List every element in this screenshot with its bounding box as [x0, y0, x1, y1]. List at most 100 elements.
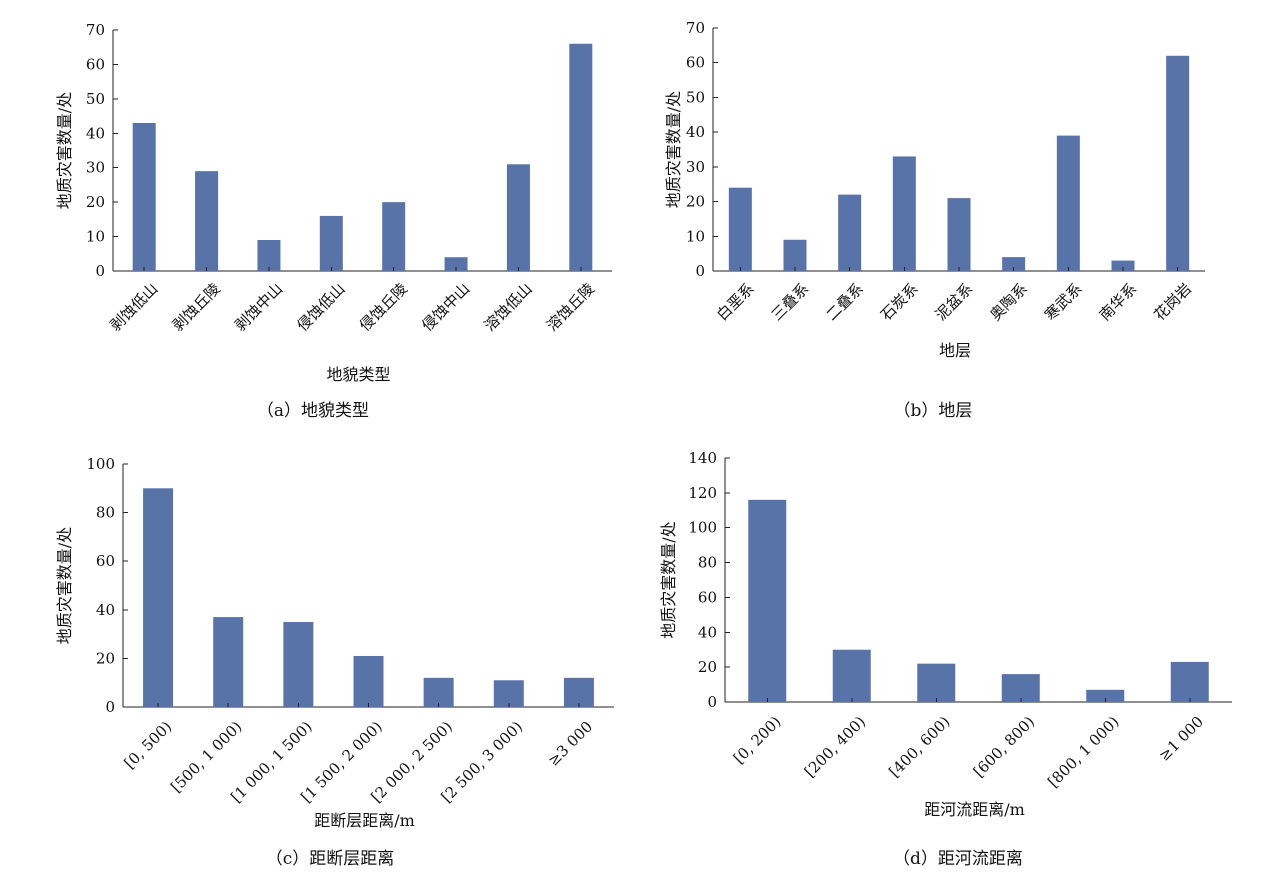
x-axis-label: 距断层距离/m [314, 811, 415, 830]
y-tick-label: 100 [688, 519, 717, 537]
y-tick-label: 50 [686, 88, 705, 106]
x-category-label: 白垩系 [713, 280, 758, 325]
x-axis-label: 地层 [939, 341, 971, 360]
y-tick-label: 60 [698, 588, 717, 606]
y-tick-label: 40 [698, 623, 717, 641]
x-category-label: 侵蚀丘陵 [356, 280, 411, 335]
chart-river-distance: 0 20 40 60 80 100 120 140 [0, 200) [200, 400) [400… [659, 449, 1232, 869]
bar [947, 198, 971, 271]
x-category-label: 侵蚀低山 [293, 280, 348, 335]
y-tick-label: 40 [86, 124, 105, 142]
bar [832, 649, 871, 702]
chart-stratum: 0 10 20 30 40 50 60 70 白垩系 三叠系 二叠系 石炭系 泥盆系 奥陶系 寒武系 南华系花… [664, 19, 1205, 421]
x-category-label: 南华系 [1096, 280, 1141, 325]
bar [195, 171, 219, 271]
bar [319, 215, 343, 271]
bar [917, 663, 956, 702]
x-category-label: [500, 1 000) [167, 718, 245, 796]
x-category-label: 花岗岩 [1150, 280, 1195, 325]
bar [444, 257, 468, 271]
y-tick-label: 30 [686, 158, 705, 176]
bar [283, 621, 314, 707]
y-axis-label: 地质灾害数量/处 [664, 91, 683, 208]
x-category-label: [600, 800) [970, 713, 1038, 781]
y-tick-label: 20 [698, 658, 717, 676]
bar [1056, 135, 1080, 271]
y-tick-label: 60 [86, 55, 105, 73]
y-tick-label: 0 [695, 262, 705, 280]
y-tick-label: 70 [686, 19, 705, 37]
y-tick-label: 120 [688, 484, 717, 502]
bar [493, 680, 524, 707]
y-tick-label: 10 [86, 228, 105, 246]
y-tick-label: 20 [96, 649, 115, 667]
bar [423, 677, 454, 707]
x-category-label: [0, 500) [121, 718, 176, 773]
y-tick-label: 140 [688, 449, 717, 467]
bar [1170, 661, 1209, 702]
x-category-label: 奥陶系 [986, 280, 1031, 325]
y-tick-label: 30 [86, 159, 105, 177]
bar [257, 240, 281, 271]
y-tick-label: 40 [686, 123, 705, 141]
bar [569, 43, 593, 272]
x-category-label: [800, 1 000) [1044, 713, 1122, 791]
x-category-label: [0, 200) [730, 713, 785, 768]
x-category-label: 三叠系 [768, 280, 813, 325]
bar [563, 677, 594, 707]
x-category-label: 石炭系 [877, 280, 922, 325]
x-category-label: [200, 400) [801, 713, 869, 781]
x-category-label: 侵蚀中山 [418, 280, 473, 335]
bar [143, 488, 174, 707]
y-tick-label: 100 [86, 455, 115, 473]
x-category-label: ≥3 000 [544, 718, 596, 770]
y-tick-label: 0 [95, 262, 105, 280]
y-tick-label: 0 [707, 693, 717, 711]
bar [1111, 260, 1135, 271]
bar [892, 156, 916, 271]
panel-caption: （a）地貌类型 [257, 401, 369, 421]
x-category-label: 泥盆系 [932, 280, 977, 325]
bar [213, 617, 244, 707]
y-tick-label: 80 [96, 504, 115, 522]
y-tick-label: 60 [96, 552, 115, 570]
y-tick-label: 20 [86, 193, 105, 211]
x-category-label: ≥1 000 [1155, 713, 1207, 765]
bar [783, 239, 807, 271]
x-axis-label: 距河流距离/m [924, 800, 1025, 819]
bar [1086, 689, 1125, 702]
y-tick-label: 40 [96, 601, 115, 619]
bar [1166, 55, 1190, 272]
x-category-label: [400, 600) [885, 713, 953, 781]
x-category-label: 溶蚀低山 [481, 280, 536, 335]
panel-caption: （c）距断层距离 [266, 849, 395, 869]
bar [506, 164, 530, 271]
y-axis-label: 地质灾害数量/处 [55, 527, 74, 644]
bar [748, 499, 787, 702]
bar [838, 194, 862, 271]
x-category-label: 寒武系 [1041, 280, 1086, 325]
y-axis-label: 地质灾害数量/处 [55, 92, 74, 209]
panel-caption: （d）距河流距离 [893, 849, 1023, 869]
y-tick-label: 60 [686, 54, 705, 72]
x-axis-label: 地貌类型 [326, 365, 390, 384]
x-category-label: 剥蚀丘陵 [169, 280, 224, 335]
x-category-label: 溶蚀丘陵 [543, 280, 598, 335]
x-category-label: 剥蚀低山 [106, 280, 161, 335]
y-tick-label: 20 [686, 193, 705, 211]
y-tick-label: 0 [105, 698, 115, 716]
panel-caption: （b）地层 [894, 401, 973, 421]
bar [1002, 257, 1026, 271]
y-tick-label: 50 [86, 90, 105, 108]
bar [728, 187, 752, 271]
chart-landform: 010203040506070剥蚀低山 剥蚀丘陵 剥蚀中山 侵蚀低山 侵蚀丘陵 侵蚀中山溶… [55, 21, 612, 421]
bar [1001, 674, 1040, 702]
x-category-label: 剥蚀中山 [231, 280, 286, 335]
bar [353, 655, 384, 707]
bar [382, 202, 406, 271]
y-tick-label: 80 [698, 554, 717, 572]
y-tick-label: 70 [86, 21, 105, 39]
x-category-label: 二叠系 [822, 280, 867, 325]
bar [132, 122, 156, 271]
